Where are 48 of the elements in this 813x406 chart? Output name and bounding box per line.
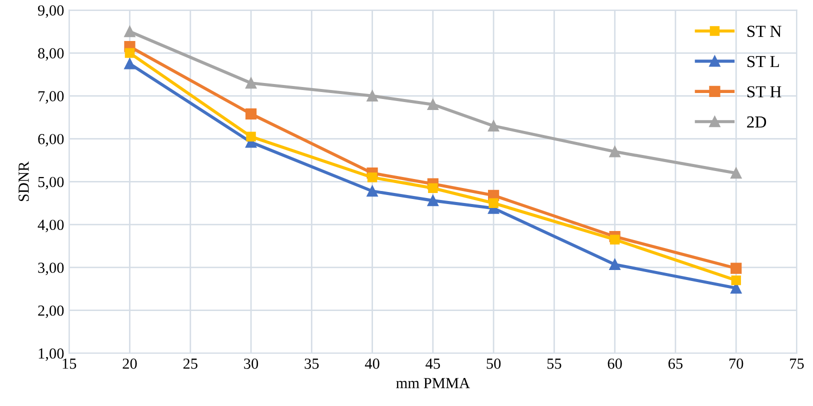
point	[730, 168, 742, 179]
point	[366, 186, 378, 197]
y-tick-label: 7,00	[38, 91, 64, 104]
x-tick-label: 20	[122, 358, 137, 369]
x-tick-label: 25	[183, 358, 198, 369]
point	[246, 132, 256, 142]
point	[610, 234, 620, 244]
x-tick-label: 60	[608, 358, 622, 369]
point	[124, 58, 136, 70]
y-tick-label: 6,00	[38, 134, 64, 146]
x-tick-label: 65	[668, 358, 683, 369]
point	[245, 77, 257, 89]
point	[428, 183, 438, 193]
point	[366, 90, 378, 102]
legend-label: ST N	[747, 26, 782, 37]
point	[124, 48, 135, 58]
y-tick-label: 5,00	[38, 176, 64, 190]
y-tick-label: 4,00	[38, 220, 64, 232]
point	[730, 262, 742, 274]
point	[609, 146, 620, 158]
x-tick-label: 50	[486, 358, 501, 369]
x-tick-label: 30	[244, 358, 258, 369]
x-tick-label: 40	[364, 358, 380, 369]
x-tick-label: 75	[790, 358, 804, 369]
y-tick-label: 3,00	[38, 262, 64, 276]
point	[427, 195, 438, 206]
point	[427, 98, 438, 110]
y-axis-title: SDNR	[18, 161, 29, 202]
x-tick-label: 55	[547, 358, 562, 369]
x-tick-label: 45	[426, 358, 440, 369]
y-tick-label: 8,00	[38, 48, 64, 61]
x-axis-title: mm PMMA	[396, 378, 470, 388]
y-tick-label: 2,00	[38, 305, 64, 318]
point	[609, 258, 620, 270]
y-tick-label: 1,00	[38, 348, 64, 361]
point	[245, 108, 257, 120]
point	[367, 172, 378, 182]
y-tick-label: 9,00	[38, 5, 64, 18]
point	[488, 120, 500, 132]
point	[488, 198, 498, 208]
legend-label: 2D	[747, 116, 766, 128]
point	[124, 26, 136, 38]
point	[731, 275, 741, 286]
x-tick-label: 70	[729, 358, 744, 369]
legend-label: ST H	[747, 86, 782, 98]
x-tick-label: 35	[304, 358, 319, 369]
legend-label: ST L	[747, 56, 779, 68]
x-tick-label: 15	[62, 358, 76, 369]
